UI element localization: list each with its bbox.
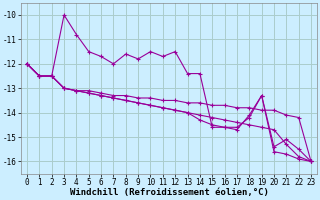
X-axis label: Windchill (Refroidissement éolien,°C): Windchill (Refroidissement éolien,°C) bbox=[69, 188, 268, 197]
